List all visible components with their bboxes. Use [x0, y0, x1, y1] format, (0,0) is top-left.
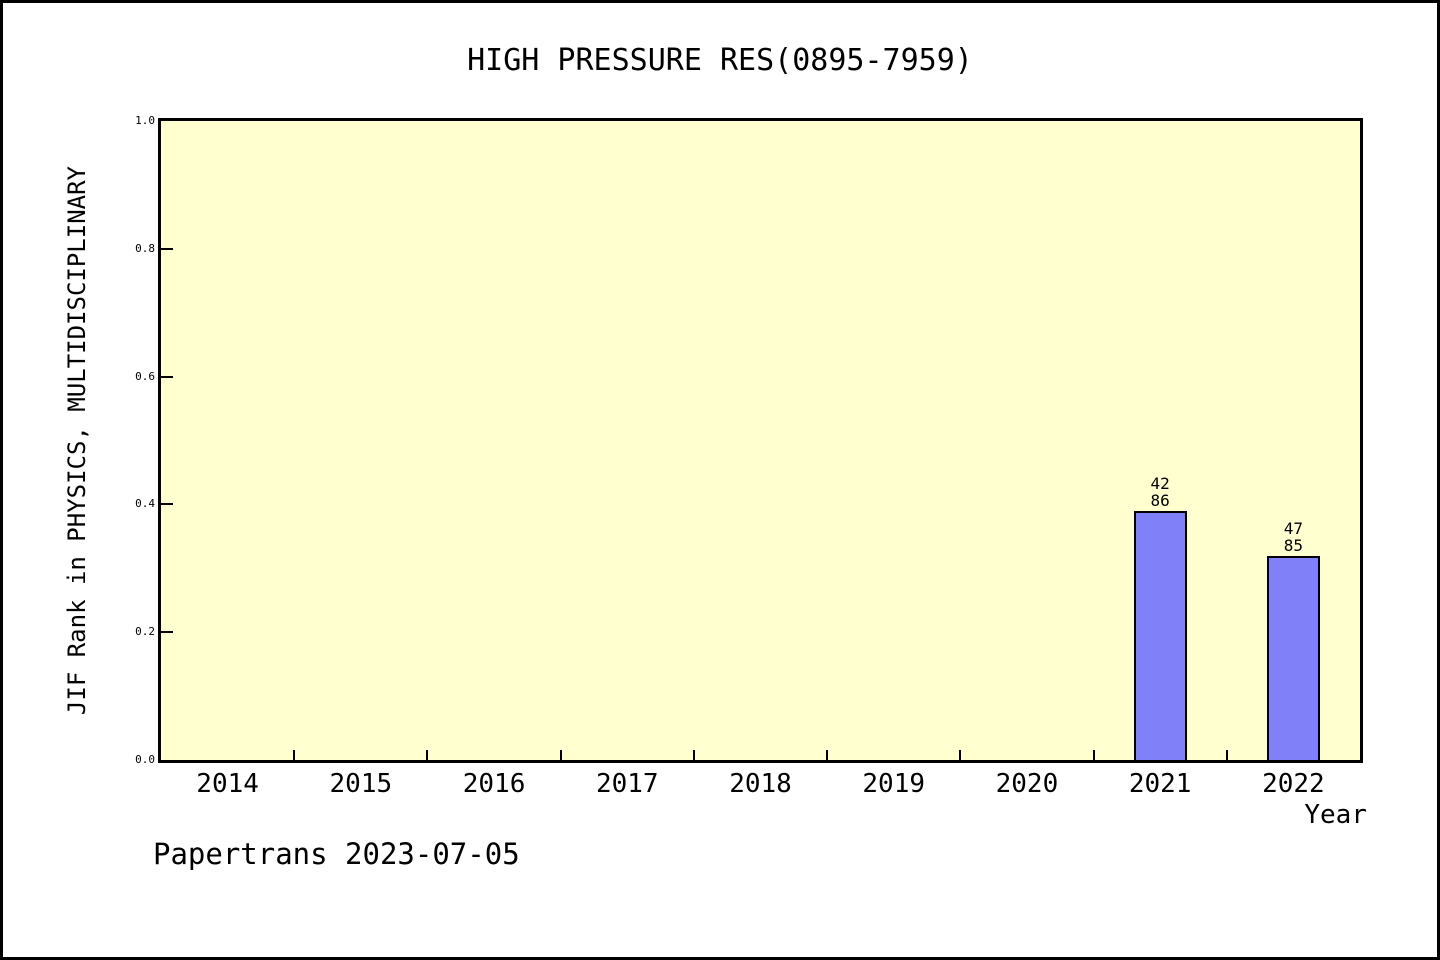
y-tick-label: 0.6 — [135, 369, 155, 383]
bar-label-2022: 47 85 — [1253, 520, 1333, 554]
plot-area: 42 86 47 85 — [158, 118, 1363, 763]
x-tick-mark — [426, 750, 429, 760]
x-tick-label: 2022 — [1262, 769, 1325, 799]
x-axis-title: Year — [1304, 800, 1367, 830]
y-tick-mark — [161, 631, 173, 634]
y-tick-mark — [161, 375, 173, 378]
x-tick-label: 2019 — [862, 769, 926, 799]
bar-label-total: 85 — [1283, 535, 1303, 555]
x-tick-mark — [559, 750, 562, 760]
x-tick-mark — [1225, 750, 1228, 760]
y-axis-title: JIF Rank in PHYSICS, MULTIDISCIPLINARY — [55, 118, 99, 763]
x-tick-mark — [826, 750, 829, 760]
bar-2022 — [1266, 555, 1321, 760]
x-tick-mark — [959, 750, 962, 760]
y-tick-label: 1.0 — [135, 114, 155, 127]
x-tick-mark — [293, 750, 296, 760]
footer-credit: Papertrans 2023-07-05 — [153, 837, 520, 871]
chart-title: HIGH PRESSURE RES(0895-7959) — [467, 43, 973, 78]
bar-label-total: 86 — [1150, 490, 1170, 510]
bar-label-2021: 42 86 — [1120, 475, 1200, 509]
y-tick-label: 0.8 — [135, 241, 155, 255]
x-tick-label: 2021 — [1128, 769, 1192, 799]
y-axis-title-text: JIF Rank in PHYSICS, MULTIDISCIPLINARY — [63, 165, 91, 716]
x-tick-label: 2020 — [995, 769, 1059, 799]
x-tick-label: 2015 — [329, 769, 393, 799]
x-tick-label: 2016 — [462, 769, 526, 799]
bar-2021 — [1133, 510, 1187, 760]
y-tick-label: 0.2 — [135, 625, 155, 639]
y-tick-label: 0.0 — [135, 753, 155, 766]
y-tick-mark — [161, 503, 173, 506]
bar-label-rank: 47 — [1283, 518, 1303, 538]
x-tick-label: 2017 — [595, 769, 659, 799]
x-tick-mark — [692, 750, 695, 760]
x-tick-mark — [1092, 750, 1095, 760]
x-tick-label: 2014 — [196, 769, 259, 799]
y-tick-label: 0.4 — [135, 497, 155, 511]
y-tick-mark — [161, 247, 173, 250]
x-tick-label: 2018 — [729, 769, 792, 799]
bar-label-rank: 42 — [1150, 473, 1170, 493]
